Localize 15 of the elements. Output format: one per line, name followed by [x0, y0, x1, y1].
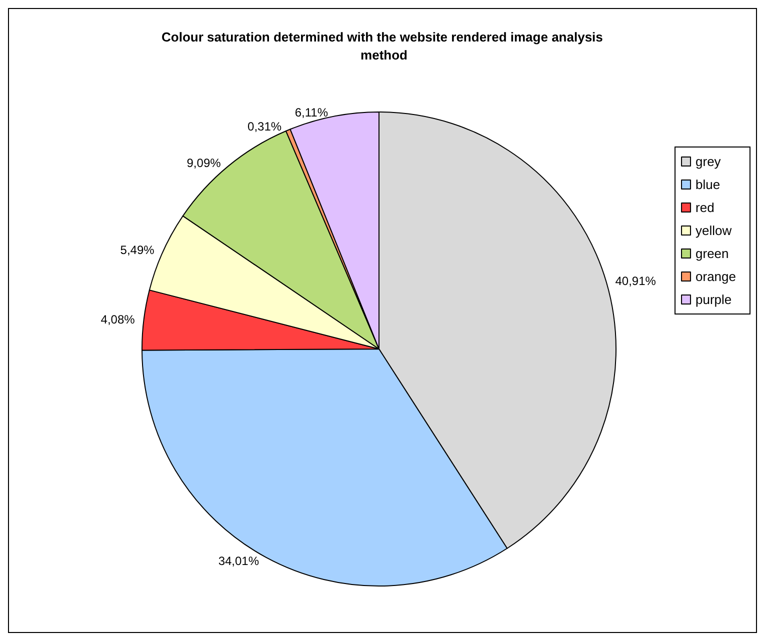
legend-label: red	[696, 200, 714, 215]
data-label: 5,49%	[120, 242, 155, 257]
legend-label: yellow	[696, 223, 732, 238]
data-label: 9,09%	[186, 156, 222, 170]
legend-label: orange	[696, 269, 736, 284]
legend-label: blue	[696, 177, 720, 192]
chart-title: Colour saturation determined with the website rendered image analysis method	[162, 30, 606, 62]
legend-label: purple	[696, 292, 732, 307]
data-label: 4,08%	[100, 312, 136, 326]
legend-label: green	[696, 246, 729, 261]
legend-label: grey	[696, 154, 722, 169]
data-label: 34,01%	[218, 554, 260, 568]
data-label: 6,11%	[294, 105, 328, 120]
data-label: 40,91%	[615, 274, 656, 288]
data-label: 0,31%	[248, 119, 282, 134]
